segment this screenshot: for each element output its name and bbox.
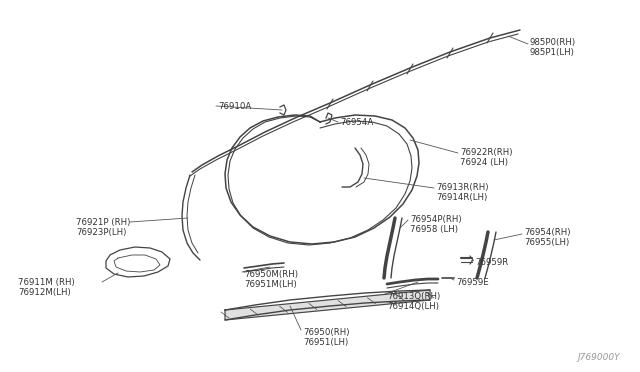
Text: 76911M (RH)
76912M(LH): 76911M (RH) 76912M(LH) (18, 278, 75, 297)
Text: 76959E: 76959E (456, 278, 489, 287)
Text: 76959R: 76959R (475, 258, 508, 267)
Text: 76913R(RH)
76914R(LH): 76913R(RH) 76914R(LH) (436, 183, 488, 202)
Text: 76913Q(RH)
76914Q(LH): 76913Q(RH) 76914Q(LH) (387, 292, 440, 311)
Text: 76921P (RH)
76923P(LH): 76921P (RH) 76923P(LH) (76, 218, 131, 237)
Text: 76954(RH)
76955(LH): 76954(RH) 76955(LH) (524, 228, 570, 247)
Text: 985P0(RH)
985P1(LH): 985P0(RH) 985P1(LH) (530, 38, 576, 57)
Text: 76950M(RH)
76951M(LH): 76950M(RH) 76951M(LH) (244, 270, 298, 289)
Text: 76950(RH)
76951(LH): 76950(RH) 76951(LH) (303, 328, 349, 347)
Text: 76954A: 76954A (340, 118, 373, 127)
Polygon shape (225, 290, 430, 320)
Text: 76910A: 76910A (218, 102, 252, 111)
Text: 76954P(RH)
76958 (LH): 76954P(RH) 76958 (LH) (410, 215, 461, 234)
Polygon shape (106, 247, 170, 277)
Text: J769000Y: J769000Y (577, 353, 620, 362)
Text: 76922R(RH)
76924 (LH): 76922R(RH) 76924 (LH) (460, 148, 513, 167)
